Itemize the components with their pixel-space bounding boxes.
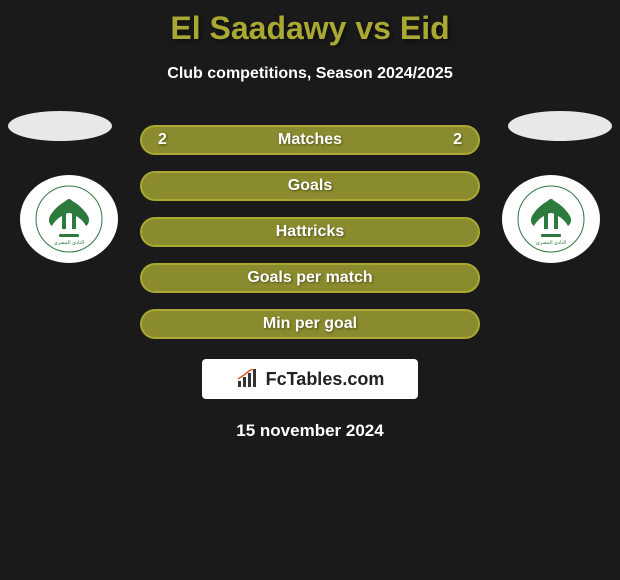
club-logo-right: النادي المصري: [502, 175, 600, 263]
stat-label: Matches: [278, 131, 342, 149]
stat-value-right: 2: [453, 131, 462, 149]
brand-label: FcTables.com: [266, 369, 385, 390]
eagle-crest-icon: النادي المصري: [516, 184, 586, 254]
stat-bar: Hattricks: [140, 217, 480, 247]
brand-box[interactable]: FcTables.com: [202, 359, 418, 399]
date-label: 15 november 2024: [0, 421, 620, 441]
stat-label: Goals per match: [247, 269, 372, 287]
stat-bar: Goals: [140, 171, 480, 201]
subtitle: Club competitions, Season 2024/2025: [0, 65, 620, 83]
eagle-crest-icon: النادي المصري: [34, 184, 104, 254]
comparison-content: النادي المصري النادي المصري 2 Matches 2 Goa…: [0, 125, 620, 441]
stat-bar: Goals per match: [140, 263, 480, 293]
page-title: El Saadawy vs Eid: [0, 0, 620, 47]
stat-bar: Min per goal: [140, 309, 480, 339]
svg-text:النادي المصري: النادي المصري: [54, 240, 84, 246]
player-placeholder-left: [8, 111, 112, 141]
stat-value-left: 2: [158, 131, 167, 149]
stat-label: Min per goal: [263, 315, 357, 333]
svg-text:النادي المصري: النادي المصري: [536, 240, 566, 246]
stat-label: Goals: [288, 177, 332, 195]
stat-label: Hattricks: [276, 223, 344, 241]
club-logo-left: النادي المصري: [20, 175, 118, 263]
player-placeholder-right: [508, 111, 612, 141]
stat-bar: 2 Matches 2: [140, 125, 480, 155]
bar-chart-icon: [236, 369, 260, 389]
